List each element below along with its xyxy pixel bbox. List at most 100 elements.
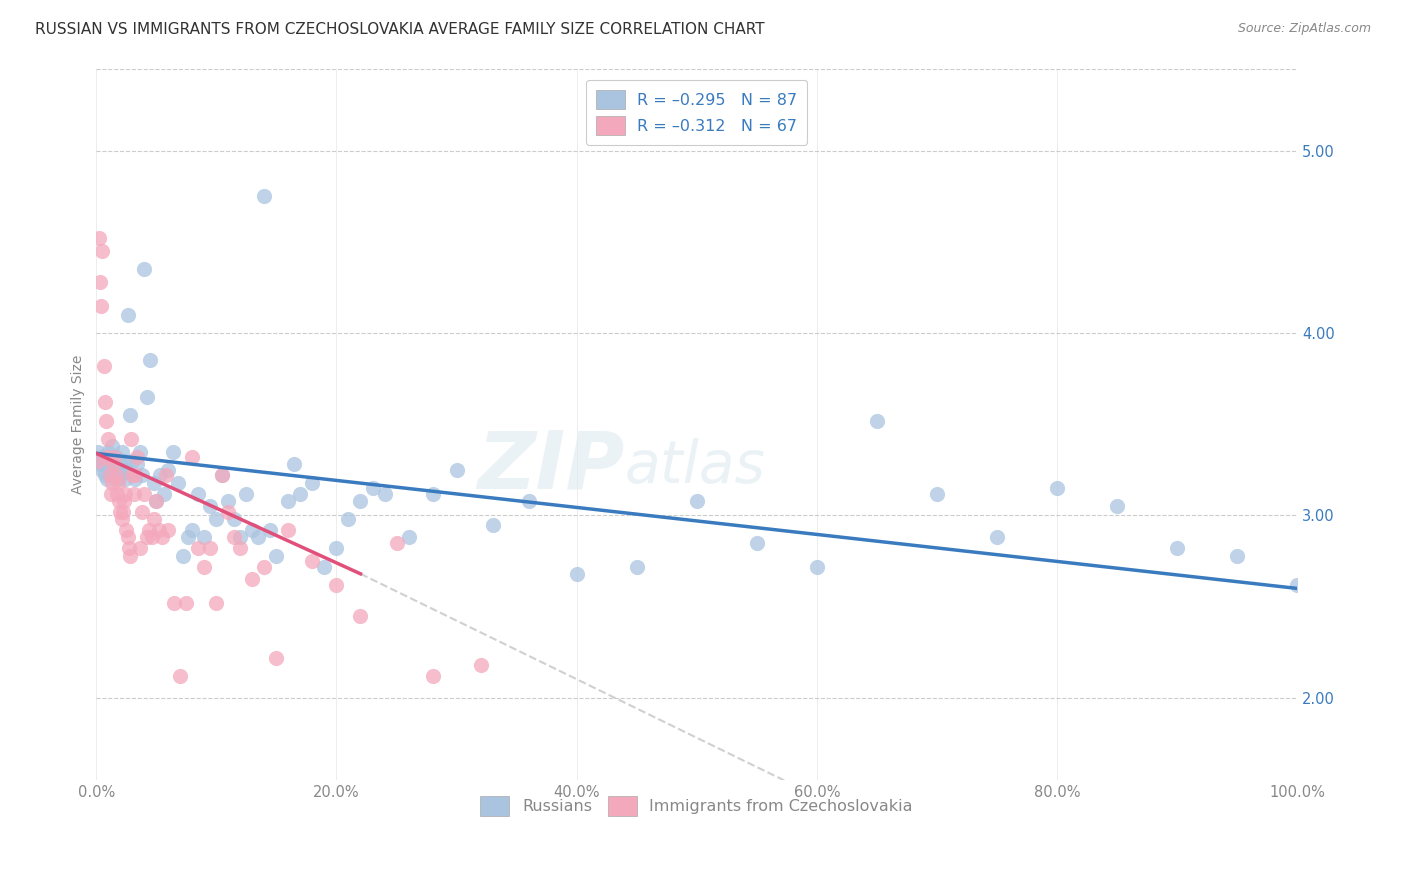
Point <box>337 512 360 526</box>
Point <box>110 468 132 483</box>
Point <box>118 541 141 556</box>
Point <box>112 454 135 468</box>
Point <box>107 472 129 486</box>
Point <box>211 468 233 483</box>
Point <box>128 444 150 458</box>
Point <box>98 468 121 483</box>
Point <box>145 493 167 508</box>
Point <box>211 468 233 483</box>
Point <box>686 493 709 508</box>
Point <box>124 468 146 483</box>
Point <box>181 450 204 464</box>
Point <box>205 512 228 526</box>
Point <box>101 475 124 490</box>
Point <box>101 468 124 483</box>
Point <box>277 523 299 537</box>
Point <box>128 541 150 556</box>
Point <box>150 530 173 544</box>
Point <box>470 658 492 673</box>
Point <box>139 353 162 368</box>
Point <box>105 463 128 477</box>
Point <box>373 486 395 500</box>
Point <box>96 450 118 464</box>
Text: Source: ZipAtlas.com: Source: ZipAtlas.com <box>1237 22 1371 36</box>
Point <box>193 559 215 574</box>
Point <box>148 523 170 537</box>
Point <box>93 359 115 373</box>
Point <box>162 444 184 458</box>
Point <box>111 463 134 477</box>
Point <box>97 432 120 446</box>
Point <box>200 541 222 556</box>
Point <box>122 486 145 500</box>
Point <box>229 541 252 556</box>
Point <box>87 231 110 245</box>
Point <box>242 523 264 537</box>
Point <box>224 530 246 544</box>
Point <box>103 450 125 464</box>
Point <box>115 523 138 537</box>
Point <box>91 244 114 258</box>
Point <box>86 454 108 468</box>
Point <box>134 262 156 277</box>
Point <box>110 505 132 519</box>
Point <box>325 578 347 592</box>
Point <box>131 468 153 483</box>
Point <box>925 486 948 500</box>
Point <box>120 432 142 446</box>
Point <box>283 458 305 472</box>
Point <box>176 530 198 544</box>
Point <box>217 493 239 508</box>
Point <box>104 450 127 464</box>
Point <box>107 475 129 490</box>
Point <box>117 308 139 322</box>
Point <box>152 486 174 500</box>
Point <box>90 450 112 464</box>
Point <box>176 596 198 610</box>
Point <box>398 530 420 544</box>
Point <box>866 414 889 428</box>
Point <box>200 500 222 514</box>
Legend: Russians, Immigrants from Czechoslovakia: Russians, Immigrants from Czechoslovakia <box>471 787 922 825</box>
Point <box>224 512 246 526</box>
Point <box>110 444 132 458</box>
Point <box>193 530 215 544</box>
Y-axis label: Average Family Size: Average Family Size <box>72 354 86 494</box>
Point <box>266 549 288 563</box>
Point <box>103 458 125 472</box>
Point <box>100 463 122 477</box>
Point <box>118 408 141 422</box>
Text: RUSSIAN VS IMMIGRANTS FROM CZECHOSLOVAKIA AVERAGE FAMILY SIZE CORRELATION CHART: RUSSIAN VS IMMIGRANTS FROM CZECHOSLOVAKI… <box>35 22 765 37</box>
Point <box>135 530 157 544</box>
Point <box>94 468 117 483</box>
Point <box>127 450 149 464</box>
Point <box>87 454 110 468</box>
Point <box>111 505 134 519</box>
Point <box>290 486 312 500</box>
Point <box>167 475 190 490</box>
Point <box>143 512 166 526</box>
Text: atlas: atlas <box>624 439 766 495</box>
Point <box>104 468 127 483</box>
Point <box>100 486 122 500</box>
Point <box>266 650 288 665</box>
Point <box>349 608 371 623</box>
Point <box>90 299 112 313</box>
Point <box>118 549 141 563</box>
Point <box>97 444 120 458</box>
Point <box>157 523 180 537</box>
Point <box>86 444 108 458</box>
Point <box>108 493 131 508</box>
Point <box>121 454 143 468</box>
Point <box>101 439 124 453</box>
Point <box>253 559 276 574</box>
Point <box>745 536 768 550</box>
Point <box>385 536 408 550</box>
Point <box>93 454 115 468</box>
Point <box>121 468 143 483</box>
Point <box>229 530 252 544</box>
Point <box>143 475 166 490</box>
Point <box>89 458 111 472</box>
Point <box>349 493 371 508</box>
Point <box>1226 549 1249 563</box>
